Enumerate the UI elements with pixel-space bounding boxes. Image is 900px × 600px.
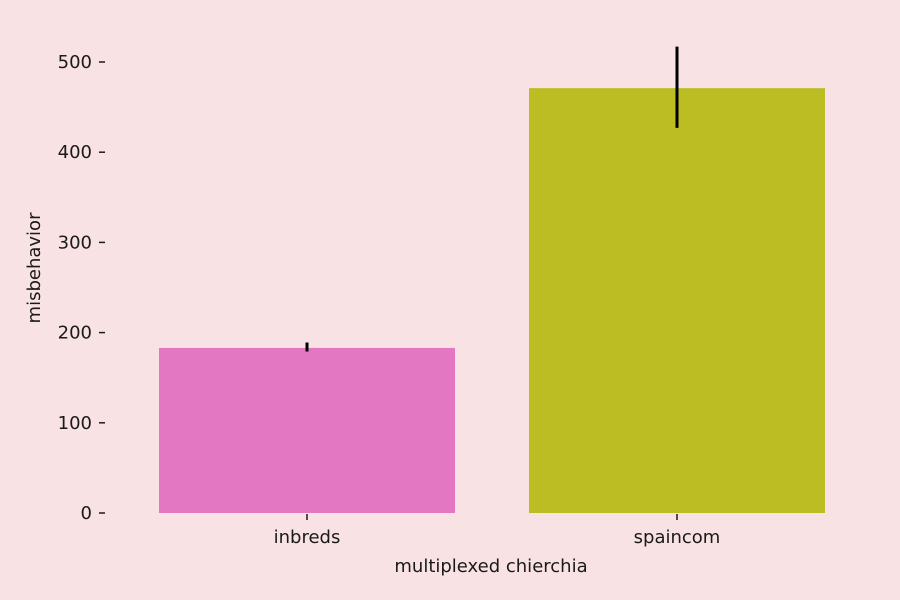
- y-axis-title: misbehavior: [24, 212, 45, 324]
- y-tick-label: 100: [58, 413, 92, 434]
- y-tick-label: 200: [58, 323, 92, 344]
- bars-group: [159, 88, 825, 514]
- error-bars-group: [305, 46, 679, 352]
- x-axis: inbreds spaincom: [274, 514, 721, 548]
- x-tick-label: spaincom: [634, 527, 721, 548]
- y-axis: 0 100 200 300 400 500: [58, 52, 105, 524]
- y-tick-label: 400: [58, 142, 92, 163]
- y-tick-label: 500: [58, 52, 92, 73]
- x-tick-label: inbreds: [274, 527, 341, 548]
- y-tick-label: 0: [81, 503, 92, 524]
- y-tick-label: 300: [58, 232, 92, 253]
- x-axis-title: multiplexed chierchia: [394, 556, 587, 577]
- bar-spaincom: [529, 88, 825, 514]
- bar-inbreds: [159, 347, 455, 513]
